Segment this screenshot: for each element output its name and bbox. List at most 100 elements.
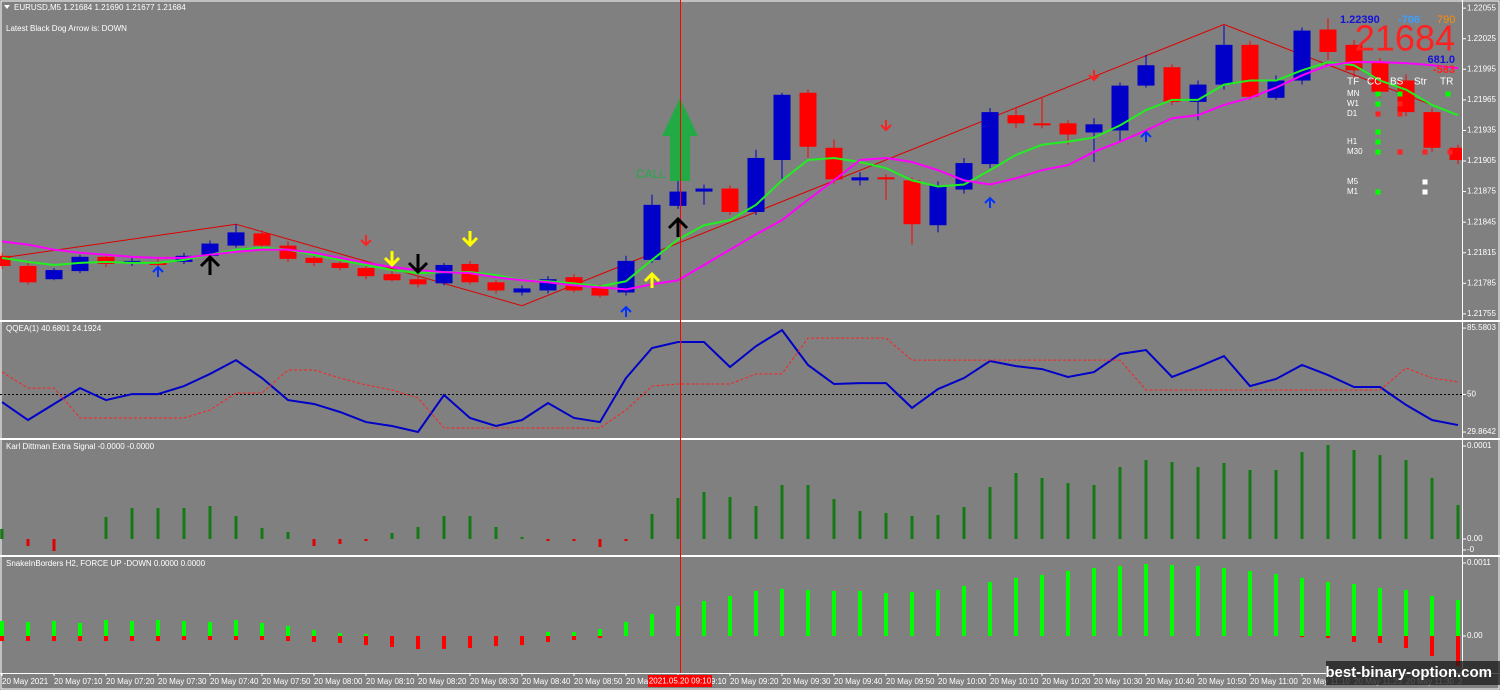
candle-body (799, 92, 817, 147)
histogram-bar (780, 484, 784, 540)
histogram-bar (936, 515, 940, 540)
histogram-bar (182, 508, 186, 540)
signal-arrow (1140, 130, 1152, 142)
candle-body (305, 257, 323, 263)
dashboard-row: W1 (1347, 99, 1360, 108)
histogram-bar (650, 613, 654, 637)
dashboard-value: -583 (1433, 64, 1455, 76)
candle-body (123, 260, 141, 263)
histogram-bar (1378, 455, 1382, 540)
y-tick-label: -0 (1467, 545, 1475, 554)
candle-body (539, 279, 557, 291)
signal-arrow (1088, 70, 1100, 82)
y-tick-label: 1.21845 (1467, 217, 1496, 226)
histogram-bar (832, 499, 836, 540)
histogram-bar (52, 636, 56, 641)
candle-body (227, 232, 245, 246)
dashboard-dot (1397, 111, 1403, 117)
x-tick-label: 20 May 10:50 (1198, 677, 1247, 686)
x-tick-label: 20 May 10:30 (1094, 677, 1143, 686)
watermark: best-binary-option.com (1325, 664, 1492, 681)
candle-body (773, 94, 791, 160)
dashboard-dot (1375, 149, 1381, 155)
y-tick-label: 1.21995 (1467, 64, 1496, 73)
histogram-bar (1274, 573, 1278, 637)
histogram-bar (546, 632, 550, 637)
candle-body (175, 255, 193, 262)
histogram-bar (234, 620, 238, 637)
histogram-bar (182, 621, 186, 637)
x-tick-label: 20 May 07:50 (262, 677, 311, 686)
histogram-bar (806, 484, 810, 540)
dashboard-dot (1397, 149, 1403, 155)
x-tick-label: 20 May 09:40 (834, 677, 883, 686)
dashboard-dot (1397, 91, 1403, 97)
histogram-bar (312, 636, 316, 642)
signal-arrow (407, 254, 429, 275)
y-tick-label: 1.21785 (1467, 278, 1496, 287)
moving-average (1, 61, 1459, 291)
histogram-bar (754, 505, 758, 540)
histogram-bar (858, 590, 862, 637)
candle-body (253, 233, 271, 246)
panel-title: QQEA(1) 40.6801 24.1924 (6, 324, 102, 333)
histogram-bar (312, 539, 316, 546)
x-tick-label: 20 May 08:30 (470, 677, 519, 686)
candle-body (1319, 29, 1337, 52)
histogram-bar (364, 539, 368, 542)
dashboard-dot (1447, 149, 1453, 155)
moving-average (1, 61, 1459, 288)
candle-body (487, 282, 505, 291)
y-tick-label: 0.0001 (1467, 441, 1492, 450)
histogram-bar (624, 622, 628, 637)
candle-body (1449, 147, 1462, 160)
histogram-bar (806, 589, 810, 637)
y-tick-label: 50 (1467, 390, 1476, 399)
y-tick-label: 1.21875 (1467, 187, 1496, 196)
histogram-bar (572, 636, 576, 640)
dashboard-row: H1 (1347, 137, 1358, 146)
dashboard-dot (1375, 189, 1381, 195)
menu-triangle (4, 5, 10, 9)
histogram-bar (728, 595, 732, 637)
histogram-bar (624, 539, 628, 542)
y-tick-label: 1.21755 (1467, 309, 1496, 318)
x-tick-label: 20 May 2021 (2, 677, 49, 686)
dashboard-value: 681.0 (1427, 54, 1455, 66)
overlay: EURUSD,M5 1.21684 1.21690 1.21677 1.2168… (4, 0, 1500, 687)
candle-body (1033, 123, 1051, 126)
x-tick-label: 20 May 08:20 (418, 677, 467, 686)
histogram-bar (1352, 636, 1356, 642)
candle-body (331, 262, 349, 269)
histogram-bar (156, 636, 160, 641)
dashboard-dot (1375, 129, 1381, 135)
histogram-bar (572, 632, 576, 637)
histogram-bar (104, 516, 108, 540)
histogram-bar (468, 636, 472, 649)
candle-body (721, 188, 739, 212)
candle-body (19, 265, 37, 283)
dashboard-value: 21684 (1355, 18, 1455, 59)
y-tick-label: 0.00 (1467, 631, 1483, 640)
x-tick-label: 20 May 07:10 (54, 677, 103, 686)
candle-body (1059, 123, 1077, 135)
histogram-bar (0, 636, 4, 641)
histogram-bar (728, 496, 732, 540)
dashboard-row: MN (1347, 89, 1360, 98)
histogram-bar (130, 508, 134, 540)
histogram-bar (546, 539, 550, 542)
call-label: CALL (636, 167, 666, 181)
histogram-bar (260, 622, 264, 637)
candle-body (929, 185, 947, 226)
histogram-bar (52, 539, 56, 552)
histogram-bar (1118, 565, 1122, 637)
histogram-bar (1352, 583, 1356, 637)
histogram-bar (494, 636, 498, 647)
histogram-bar (208, 622, 212, 637)
dashboard-column: BS (1390, 77, 1404, 88)
histogram-bar (468, 516, 472, 540)
histogram-bar (312, 630, 316, 637)
histogram-bar (130, 621, 134, 637)
histogram-bar (338, 633, 342, 637)
